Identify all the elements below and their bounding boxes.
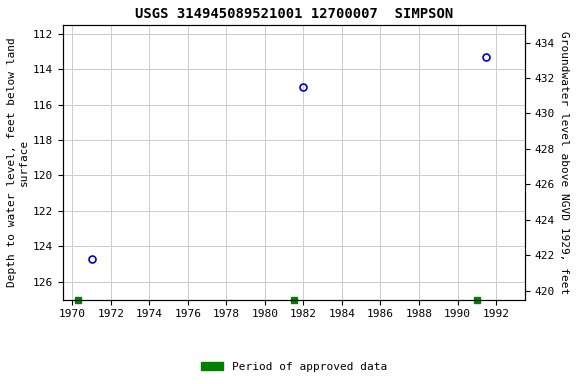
Legend: Period of approved data: Period of approved data <box>196 358 392 376</box>
Y-axis label: Depth to water level, feet below land
surface: Depth to water level, feet below land su… <box>7 37 29 287</box>
Y-axis label: Groundwater level above NGVD 1929, feet: Groundwater level above NGVD 1929, feet <box>559 31 569 294</box>
Title: USGS 314945089521001 12700007  SIMPSON: USGS 314945089521001 12700007 SIMPSON <box>135 7 453 21</box>
